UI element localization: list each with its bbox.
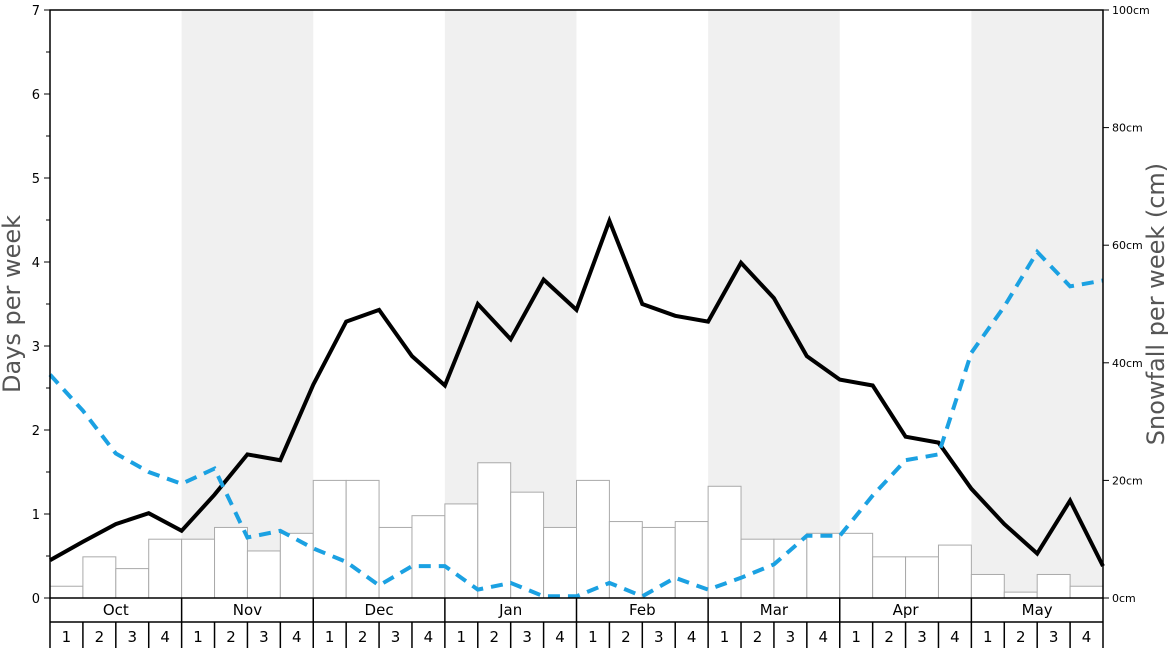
week-label: 2 — [95, 628, 105, 646]
week-label: 1 — [325, 628, 335, 646]
snowfall-bar — [345, 479, 380, 599]
right-axis: 0cm 20cm 40cm 60cm 80cm 100cm — [1103, 4, 1150, 605]
snowfall-bar — [181, 538, 216, 599]
week-label: 4 — [1082, 628, 1092, 646]
week-label: 2 — [358, 628, 368, 646]
week-label: 3 — [259, 628, 269, 646]
snowfall-bar — [444, 503, 479, 599]
snowfall-bar — [937, 544, 972, 599]
month-label: Oct — [103, 601, 129, 619]
snowfall-bar — [279, 532, 314, 599]
left-tick-label: 4 — [32, 256, 40, 271]
week-label: 3 — [127, 628, 137, 646]
month-shade-may — [971, 10, 1103, 598]
month-label: Feb — [629, 601, 656, 619]
right-tick-label: 80cm — [1112, 122, 1143, 135]
right-tick-label: 100cm — [1112, 4, 1150, 17]
snowfall-bar — [740, 538, 775, 599]
week-label: 4 — [555, 628, 565, 646]
week-label: 2 — [226, 628, 236, 646]
right-tick-label: 60cm — [1112, 239, 1143, 252]
week-label: 1 — [62, 628, 72, 646]
week-label: 2 — [753, 628, 763, 646]
month-shading — [181, 10, 1103, 598]
week-label: 4 — [687, 628, 697, 646]
snowfall-bar — [477, 462, 512, 599]
left-tick-label: 3 — [32, 340, 40, 355]
snowfall-bar — [246, 550, 281, 599]
snowfall-bar — [839, 532, 874, 599]
left-tick-label: 5 — [32, 172, 40, 187]
snowfall-bar — [1003, 591, 1038, 599]
week-label: 4 — [292, 628, 302, 646]
x-axis: Oct 1 2 3 4 Nov 1 2 3 4 Dec 1 2 3 4 Jan 1 2 3 4 Feb 1 2 3 4 Mar 1 2… — [49, 598, 1104, 648]
week-label: 3 — [786, 628, 796, 646]
month-label: Jan — [498, 601, 522, 619]
snowfall-bar — [49, 585, 84, 599]
week-label: 4 — [950, 628, 960, 646]
right-tick-label: 20cm — [1112, 474, 1143, 487]
right-axis-title: Snowfall per week (cm) — [1142, 163, 1168, 445]
snowfall-bar — [411, 515, 446, 599]
solid-series-line — [49, 215, 1105, 567]
snowfall-bar — [872, 556, 907, 599]
dashed-series-line — [48, 248, 1104, 599]
week-label: 1 — [983, 628, 993, 646]
snowfall-bar — [674, 521, 709, 599]
left-tick-label: 7 — [32, 4, 40, 19]
month-label: Dec — [365, 601, 394, 619]
snowfall-bars — [49, 462, 1104, 599]
week-label: 3 — [391, 628, 401, 646]
snowfall-bar — [806, 532, 841, 599]
left-tick-label: 0 — [32, 592, 40, 607]
snowfall-bar — [543, 526, 577, 599]
week-label: 3 — [1049, 628, 1059, 646]
left-axis-title: Days per week — [0, 215, 26, 393]
snowfall-bar — [641, 526, 676, 599]
week-label: 1 — [588, 628, 598, 646]
week-label: 4 — [160, 628, 170, 646]
week-label: 2 — [884, 628, 894, 646]
right-tick-label: 0cm — [1112, 592, 1136, 605]
week-label: 1 — [851, 628, 861, 646]
snowfall-bar — [378, 526, 413, 599]
month-label: Mar — [760, 601, 789, 619]
month-label: Apr — [893, 601, 920, 619]
snowfall-bar — [576, 479, 610, 599]
left-tick-label: 2 — [32, 424, 40, 439]
snowfall-bar — [214, 526, 248, 599]
snowfall-bar — [970, 573, 1005, 599]
left-tick-label: 1 — [32, 508, 40, 523]
month-label: May — [1022, 601, 1053, 619]
chart-lines — [48, 215, 1105, 599]
week-label: 2 — [489, 628, 499, 646]
week-label: 3 — [917, 628, 927, 646]
week-label: 4 — [819, 628, 829, 646]
snowfall-bar — [115, 568, 150, 599]
week-label: 2 — [621, 628, 631, 646]
snowfall-bar — [148, 538, 183, 599]
snowfall-bar — [82, 556, 117, 599]
snowfall-bar — [905, 556, 939, 599]
snowfall-bar — [1036, 573, 1071, 599]
left-tick-label: 6 — [32, 88, 40, 103]
week-label: 1 — [457, 628, 467, 646]
month-shade-nov — [181, 10, 314, 598]
week-label: 4 — [424, 628, 434, 646]
snowfall-bar — [1069, 585, 1104, 599]
week-label: 1 — [193, 628, 203, 646]
left-axis: 0 1 2 3 4 5 6 7 — [32, 4, 50, 607]
right-tick-label: 40cm — [1112, 357, 1143, 370]
snowfall-bar — [510, 491, 545, 599]
week-label: 1 — [720, 628, 730, 646]
snowfall-bar — [312, 479, 347, 599]
month-label: Nov — [233, 601, 262, 619]
week-label: 2 — [1016, 628, 1026, 646]
week-label: 3 — [654, 628, 664, 646]
week-label: 3 — [522, 628, 532, 646]
